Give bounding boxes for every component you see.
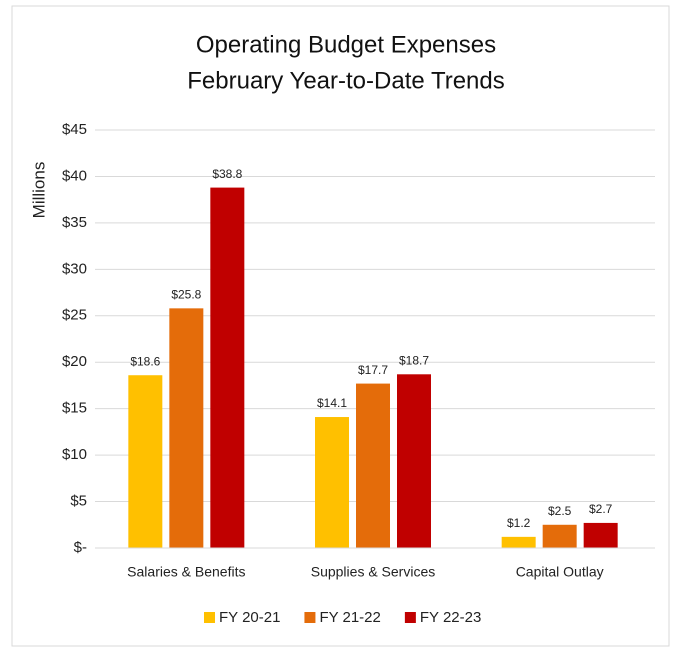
chart-title: Operating Budget Expenses [196,31,496,58]
bar [210,187,245,548]
data-label: $2.5 [548,504,572,518]
y-tick-label: $45 [62,121,87,138]
chart-title: February Year-to-Date Trends [187,67,505,94]
y-tick-label: $20 [62,353,87,370]
bar [542,524,577,548]
legend-label: FY 22-23 [420,609,481,626]
x-tick-label: Capital Outlay [516,564,604,580]
legend-label: FY 20-21 [219,609,280,626]
data-label: $18.7 [399,353,429,367]
bar [356,383,390,548]
data-label: $14.1 [317,396,347,410]
bar [397,374,431,548]
y-tick-label: $5 [70,493,87,510]
data-label: $38.8 [212,167,242,181]
legend-swatch [404,612,416,623]
y-tick-label: $25 [62,307,87,324]
legend-label: FY 21-22 [319,609,380,626]
y-tick-label: $30 [62,260,87,277]
y-axis-label: Millions [29,162,48,219]
bar [501,536,536,548]
x-tick-label: Supplies & Services [311,564,436,580]
bar [583,522,618,548]
y-tick-label: $10 [62,446,87,463]
data-label: $25.8 [171,288,201,302]
bar [315,417,349,548]
x-tick-label: Salaries & Benefits [127,564,245,580]
bar [128,375,163,548]
legend-swatch [304,612,316,623]
data-label: $17.7 [358,363,388,377]
chart-border [11,5,670,647]
data-label: $1.2 [507,516,531,530]
y-tick-label: $35 [62,214,87,231]
data-label: $18.6 [130,354,160,368]
y-tick-label: $15 [62,400,87,417]
y-tick-label: $- [74,539,87,556]
y-tick-label: $40 [62,167,87,184]
data-label: $2.7 [589,502,613,516]
bar [169,308,204,548]
legend-swatch [204,612,215,623]
